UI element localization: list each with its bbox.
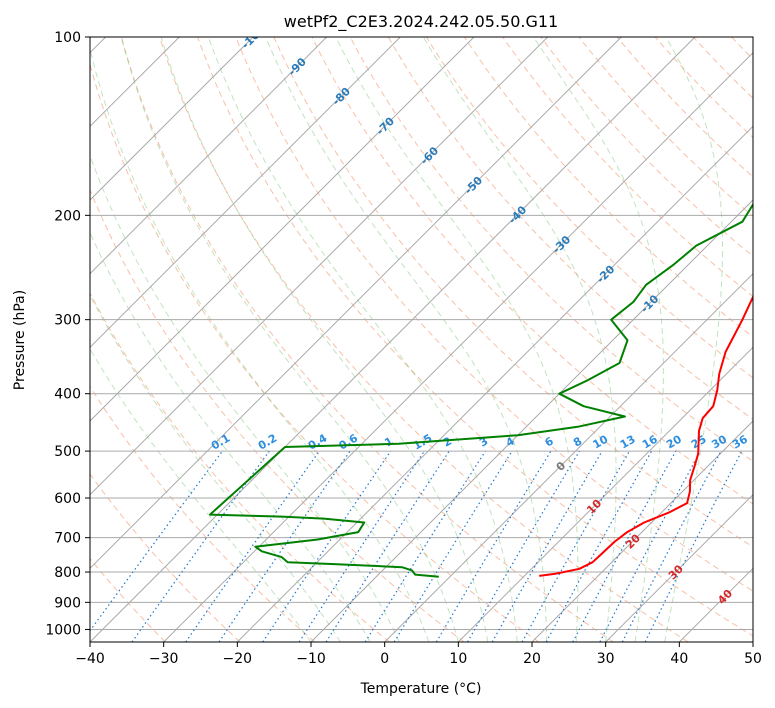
plot-frame bbox=[89, 36, 754, 643]
isotherm-line bbox=[236, 125, 753, 642]
moist-adiabat bbox=[90, 47, 430, 642]
isotherm-line bbox=[90, 37, 254, 201]
chart-title: wetPf2_C2E3.2024.242.05.50.G11 bbox=[284, 12, 558, 32]
isotherm-line bbox=[531, 420, 753, 642]
temperature-profile bbox=[539, 294, 753, 577]
dry-adiabat bbox=[273, 37, 753, 548]
dry-adiabat bbox=[90, 188, 465, 642]
isotherm-line bbox=[163, 51, 753, 642]
mixing-ratio-line bbox=[325, 450, 450, 642]
isotherm-line bbox=[90, 37, 328, 275]
dry-adiabat bbox=[90, 62, 540, 642]
x-axis-label: Temperature (°C) bbox=[360, 681, 482, 697]
isotherm-line bbox=[605, 493, 753, 642]
y-axis-label: Pressure (hPa) bbox=[12, 290, 28, 390]
dry-adiabat bbox=[120, 37, 614, 642]
mixing-ratio-line bbox=[185, 450, 320, 642]
moist-adiabat bbox=[90, 154, 400, 642]
isotherm-line bbox=[310, 199, 753, 642]
x-tick-label: 40 bbox=[670, 651, 688, 667]
mixing-ratio-line bbox=[572, 450, 677, 642]
x-tick-label: 50 bbox=[744, 651, 762, 667]
dry-adiabat bbox=[311, 37, 753, 505]
x-axis-ticks: −40 −30 −20 −10 0 10 20 30 40 50 bbox=[75, 642, 762, 667]
dry-adiabat bbox=[502, 37, 753, 298]
y-tick-label: 100 bbox=[54, 30, 81, 46]
mixing-ratio-line bbox=[435, 450, 552, 642]
isobars bbox=[90, 37, 753, 630]
x-tick-label: 30 bbox=[597, 651, 615, 667]
isotherm-line bbox=[90, 37, 401, 349]
y-tick-label: 400 bbox=[54, 387, 81, 403]
y-tick-label: 300 bbox=[54, 313, 81, 329]
x-tick-label: −40 bbox=[75, 651, 105, 667]
y-tick-label: 500 bbox=[54, 444, 81, 460]
mixing-ratio-line bbox=[298, 450, 425, 642]
mixing-ratio-lines bbox=[90, 450, 743, 642]
x-tick-label: −30 bbox=[149, 651, 179, 667]
isotherm-line bbox=[90, 37, 622, 570]
x-tick-label: −20 bbox=[223, 651, 253, 667]
isotherm-line bbox=[90, 37, 475, 422]
mixing-ratio-line bbox=[262, 450, 392, 642]
moist-adiabat bbox=[160, 37, 489, 642]
mixing-ratio-line bbox=[364, 450, 486, 642]
dewpoint-profile bbox=[209, 202, 753, 578]
mixing-ratio-line bbox=[466, 450, 580, 642]
moist-adiabat bbox=[533, 37, 664, 642]
dry-adiabat bbox=[159, 37, 689, 642]
isotherm-line bbox=[90, 37, 549, 496]
moist-adiabat bbox=[90, 231, 371, 642]
dry-adiabat bbox=[425, 37, 753, 379]
x-tick-label: 20 bbox=[523, 651, 541, 667]
moist-adiabat bbox=[664, 37, 723, 642]
y-tick-label: 200 bbox=[54, 208, 81, 224]
dry-adiabat bbox=[90, 385, 316, 642]
x-tick-label: 10 bbox=[449, 651, 467, 667]
y-tick-label: 600 bbox=[54, 491, 81, 507]
dry-adiabat bbox=[235, 37, 753, 592]
isotherm-line bbox=[457, 346, 753, 642]
y-tick-label: 700 bbox=[54, 531, 81, 547]
y-tick-label: 800 bbox=[54, 565, 81, 581]
sounding-profiles bbox=[209, 202, 753, 578]
dry-adiabat bbox=[387, 37, 753, 420]
moist-adiabat bbox=[335, 37, 579, 642]
dry-adiabat bbox=[90, 473, 241, 642]
moist-adiabat bbox=[90, 294, 341, 642]
dry-adiabat bbox=[464, 37, 753, 338]
dry-adiabat bbox=[349, 37, 753, 462]
mixing-ratio-line bbox=[218, 450, 351, 642]
dry-adiabat bbox=[90, 292, 390, 642]
isotherm-line bbox=[384, 272, 753, 642]
y-tick-label: 900 bbox=[54, 595, 81, 611]
isotherms bbox=[90, 37, 753, 642]
isotherm-line bbox=[90, 37, 696, 642]
x-tick-label: 0 bbox=[380, 651, 389, 667]
x-tick-label: −10 bbox=[296, 651, 326, 667]
mixing-ratio-line bbox=[393, 450, 513, 642]
moist-adiabat bbox=[207, 37, 518, 642]
mixing-ratio-line bbox=[599, 450, 702, 642]
moist-adiabat bbox=[265, 37, 548, 642]
moist-adiabat bbox=[422, 37, 617, 642]
y-tick-label: 1000 bbox=[45, 622, 81, 638]
plot-area: -100-90-80-70-60-50-40-30-20-10010203040… bbox=[90, 37, 753, 642]
moist-adiabat bbox=[120, 37, 459, 642]
y-axis-ticks: 100 200 300 400 500 600 700 800 900 1000 bbox=[45, 30, 90, 638]
